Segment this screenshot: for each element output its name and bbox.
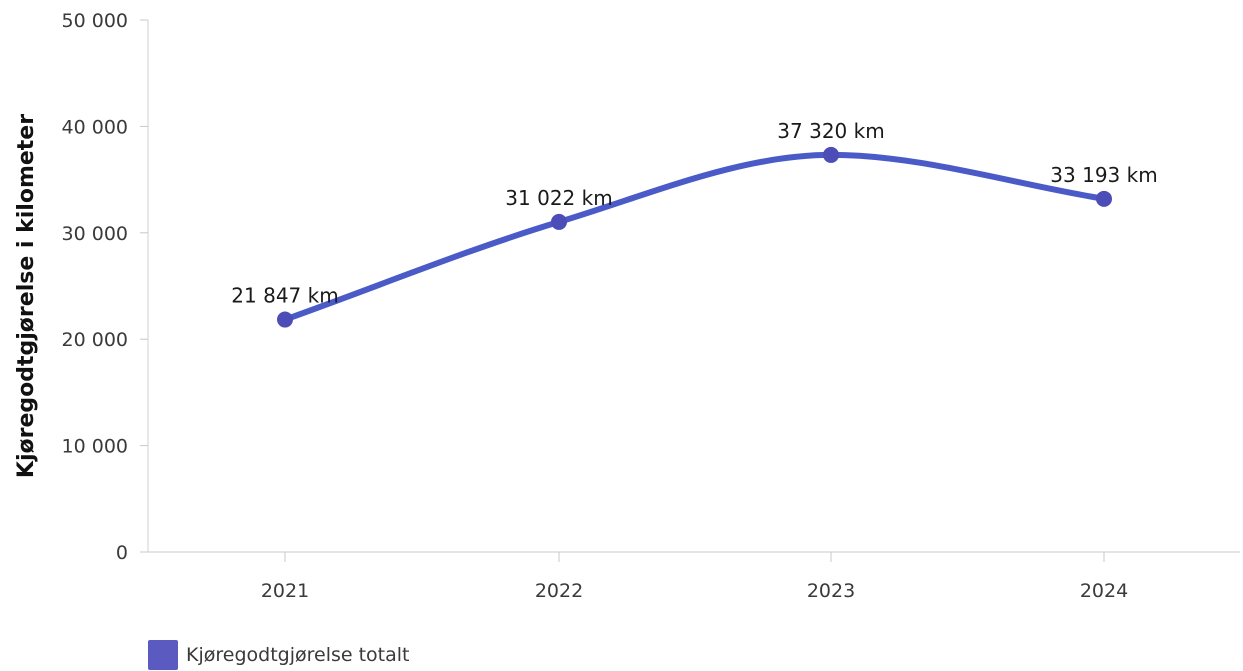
data-point[interactable] bbox=[551, 213, 567, 230]
y-tick-label: 10 000 bbox=[62, 436, 128, 458]
legend-label: Kjøregodtgjørelse totalt bbox=[186, 644, 410, 666]
x-tick-label: 2023 bbox=[807, 580, 855, 602]
y-tick-label: 30 000 bbox=[62, 223, 128, 245]
x-axis: 2021 2022 2023 2024 bbox=[148, 551, 1240, 602]
data-label: 33 193 km bbox=[1050, 163, 1157, 187]
data-point[interactable] bbox=[823, 146, 839, 163]
legend: Kjøregodtgjørelse totalt bbox=[148, 640, 410, 670]
y-tick-label: 40 000 bbox=[62, 116, 128, 138]
y-tick-label: 0 bbox=[116, 542, 128, 564]
data-label: 31 022 km bbox=[505, 186, 612, 210]
series-line bbox=[282, 151, 1107, 323]
x-tick-label: 2024 bbox=[1080, 580, 1128, 602]
y-axis-title: Kjøregodtgjørelse i kilometer bbox=[14, 114, 39, 478]
data-label: 37 320 km bbox=[777, 119, 884, 143]
data-point[interactable] bbox=[277, 311, 293, 328]
y-axis: 0 10 000 20 000 30 000 40 000 50 000 bbox=[62, 10, 149, 564]
y-tick-label: 20 000 bbox=[62, 329, 128, 351]
x-tick-label: 2021 bbox=[261, 580, 309, 602]
legend-swatch bbox=[148, 640, 178, 670]
series-layer: 21 847 km 31 022 km 37 320 km 33 193 km bbox=[231, 119, 1158, 328]
data-label: 21 847 km bbox=[231, 284, 338, 308]
x-tick-label: 2022 bbox=[535, 580, 583, 602]
data-point[interactable] bbox=[1096, 190, 1112, 207]
y-tick-label: 50 000 bbox=[62, 10, 128, 32]
